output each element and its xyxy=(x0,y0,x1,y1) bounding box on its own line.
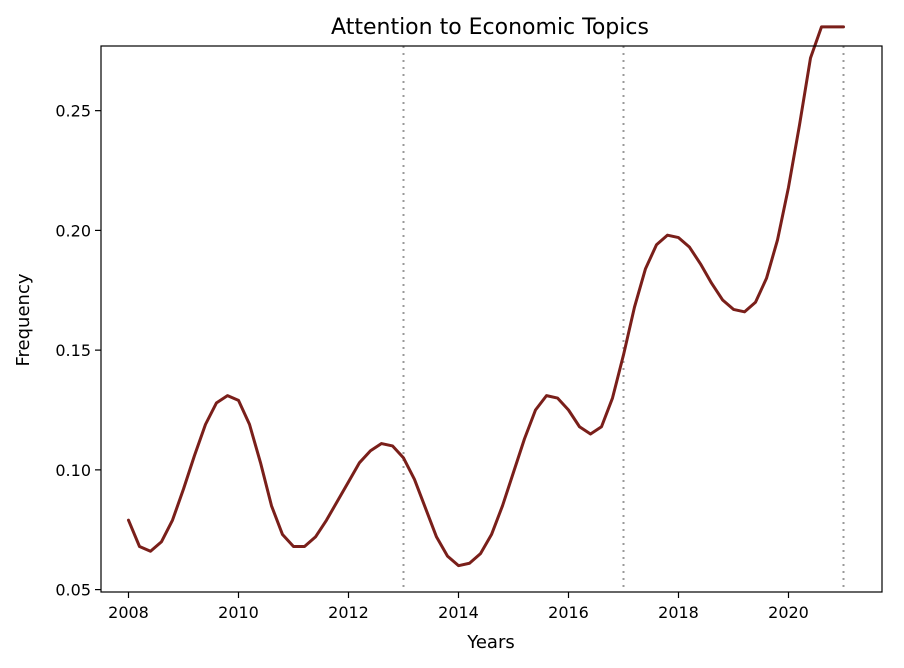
y-tick-label: 0.05 xyxy=(55,581,91,600)
y-tick-label: 0.25 xyxy=(55,102,91,121)
y-tick-label: 0.20 xyxy=(55,221,91,240)
x-tick-label: 2016 xyxy=(548,603,589,622)
series-line-1 xyxy=(127,25,845,568)
x-tick-label: 2018 xyxy=(658,603,699,622)
x-tick-label: 2008 xyxy=(108,603,149,622)
x-tick-label: 2014 xyxy=(438,603,479,622)
plot-frame xyxy=(100,45,883,593)
y-tick-label: 0.10 xyxy=(55,461,91,480)
x-tick-label: 2012 xyxy=(328,603,369,622)
x-axis-label: Years xyxy=(466,632,515,653)
chart-title: Attention to Economic Topics xyxy=(331,15,649,40)
x-tick-label: 2020 xyxy=(768,603,809,622)
y-axis-label: Frequency xyxy=(13,273,34,366)
axes: 2008 2010 2012 2014 2016 2018 2020 0.05 0.10 0.15… xyxy=(55,102,808,622)
y-tick-label: 0.15 xyxy=(55,341,91,360)
plot-area xyxy=(127,25,845,592)
x-tick-label: 2010 xyxy=(218,603,259,622)
